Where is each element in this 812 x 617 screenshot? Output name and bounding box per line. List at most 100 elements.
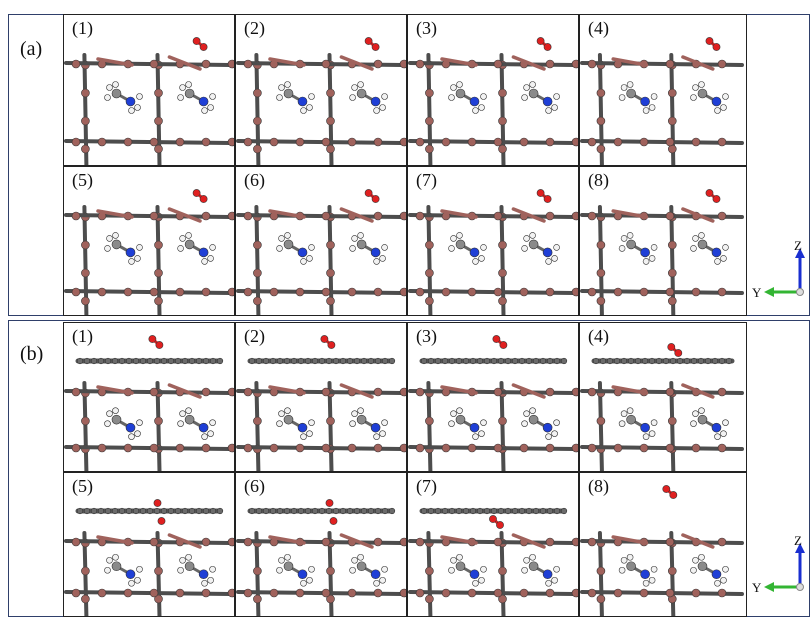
carbon-atom [283, 88, 294, 99]
lead-atom [425, 240, 434, 250]
oxygen-atom [496, 521, 504, 529]
bond [426, 381, 433, 471]
carbon-atom [297, 507, 305, 515]
carbon-atom [356, 88, 367, 99]
lead-atom [347, 588, 357, 598]
hydrogen-atom [349, 420, 356, 427]
hydrogen-atom [553, 93, 560, 100]
carbon-atom [184, 88, 195, 99]
panel-a-frame-5: (5) [63, 166, 235, 316]
carbon-atom [125, 507, 133, 515]
lead-atom [587, 137, 597, 147]
structure-group [580, 37, 744, 165]
lead-atom [175, 588, 185, 598]
lead-atom [81, 566, 90, 576]
carbon-atom [181, 507, 189, 515]
lead-atom [71, 211, 81, 221]
lead-atom [295, 588, 305, 598]
carbon-atom [490, 357, 498, 365]
lead-atom [253, 144, 262, 154]
nitrogen-atom [125, 96, 136, 107]
lead-atom [81, 268, 90, 278]
y-axis-label: Y [752, 580, 762, 595]
panel-a-frame-3: (3) [407, 14, 579, 166]
carbon-atom [339, 357, 347, 365]
lead-atom [243, 588, 253, 598]
lead-atom [596, 240, 606, 250]
hydrogen-atom [478, 430, 485, 437]
carbon-atom [290, 357, 298, 365]
carbon-atom [97, 357, 105, 365]
carbon-atom [255, 357, 263, 365]
bond [155, 381, 162, 471]
hydrogen-atom [300, 107, 307, 114]
y-axis-arrowhead [764, 582, 774, 592]
lead-atom [425, 144, 434, 154]
carbon-atom [339, 507, 347, 515]
carbon-atom [434, 507, 442, 515]
bond [580, 139, 744, 145]
hydrogen-atom [349, 245, 356, 252]
carbon-atom [553, 507, 561, 515]
carbon-atom [528, 561, 539, 572]
lead-atom [425, 566, 434, 576]
nitrogen-atom [640, 422, 650, 433]
carbon-atom [697, 357, 705, 365]
hydrogen-atom [128, 579, 135, 587]
frame-label: (2) [244, 18, 265, 38]
hydrogen-atom [545, 433, 552, 440]
hydrogen-atom [207, 430, 214, 437]
hydrogen-atom [692, 235, 699, 242]
lead-atom [467, 137, 477, 147]
carbon-atom [209, 507, 217, 515]
lead-atom [425, 594, 434, 604]
lead-atom [613, 443, 623, 453]
lead-atom [253, 88, 262, 98]
oxygen-atom [705, 37, 714, 45]
hydrogen-atom [134, 255, 141, 262]
lead-atom [347, 287, 357, 297]
carbon-atom [283, 357, 291, 365]
carbon-atom [346, 357, 354, 365]
lead-atom [498, 240, 507, 250]
lead-atom [295, 137, 305, 147]
structure-snapshot [64, 335, 234, 471]
hydrogen-atom [698, 553, 705, 561]
bond [82, 381, 89, 471]
carbon-atom [469, 507, 477, 515]
hydrogen-atom [456, 407, 463, 414]
lead-atom [201, 387, 211, 397]
frame-label: (5) [72, 170, 93, 190]
structure-snapshot [408, 37, 578, 165]
z-axis-arrowhead [795, 543, 805, 553]
bond [597, 381, 604, 471]
hydrogen-atom [278, 410, 285, 417]
lead-atom [321, 588, 331, 598]
lead-atom [399, 59, 406, 69]
hydrogen-atom [523, 410, 530, 417]
lead-atom [415, 137, 425, 147]
carbon-atom [539, 357, 547, 365]
hydrogen-atom [648, 104, 656, 111]
lead-atom [326, 144, 335, 154]
frame-label: (8) [588, 170, 609, 190]
bond [96, 57, 134, 67]
lead-atom [545, 443, 555, 453]
lead-atom [717, 211, 727, 221]
hydrogen-atom [480, 93, 487, 100]
lead-atom [596, 594, 606, 604]
lead-atom [571, 59, 578, 69]
lead-atom [415, 211, 425, 221]
carbon-atom [174, 507, 182, 515]
lead-atom [665, 387, 675, 397]
nitrogen-atom [198, 569, 209, 580]
lead-atom [441, 137, 451, 147]
hydrogen-atom [626, 81, 634, 88]
hydrogen-atom [529, 232, 536, 239]
lead-atom [493, 387, 503, 397]
carbon-atom [276, 357, 284, 365]
bond [580, 445, 744, 451]
hydrogen-atom [209, 565, 216, 573]
frame-label: (1) [72, 326, 93, 346]
hydrogen-atom [642, 107, 650, 114]
